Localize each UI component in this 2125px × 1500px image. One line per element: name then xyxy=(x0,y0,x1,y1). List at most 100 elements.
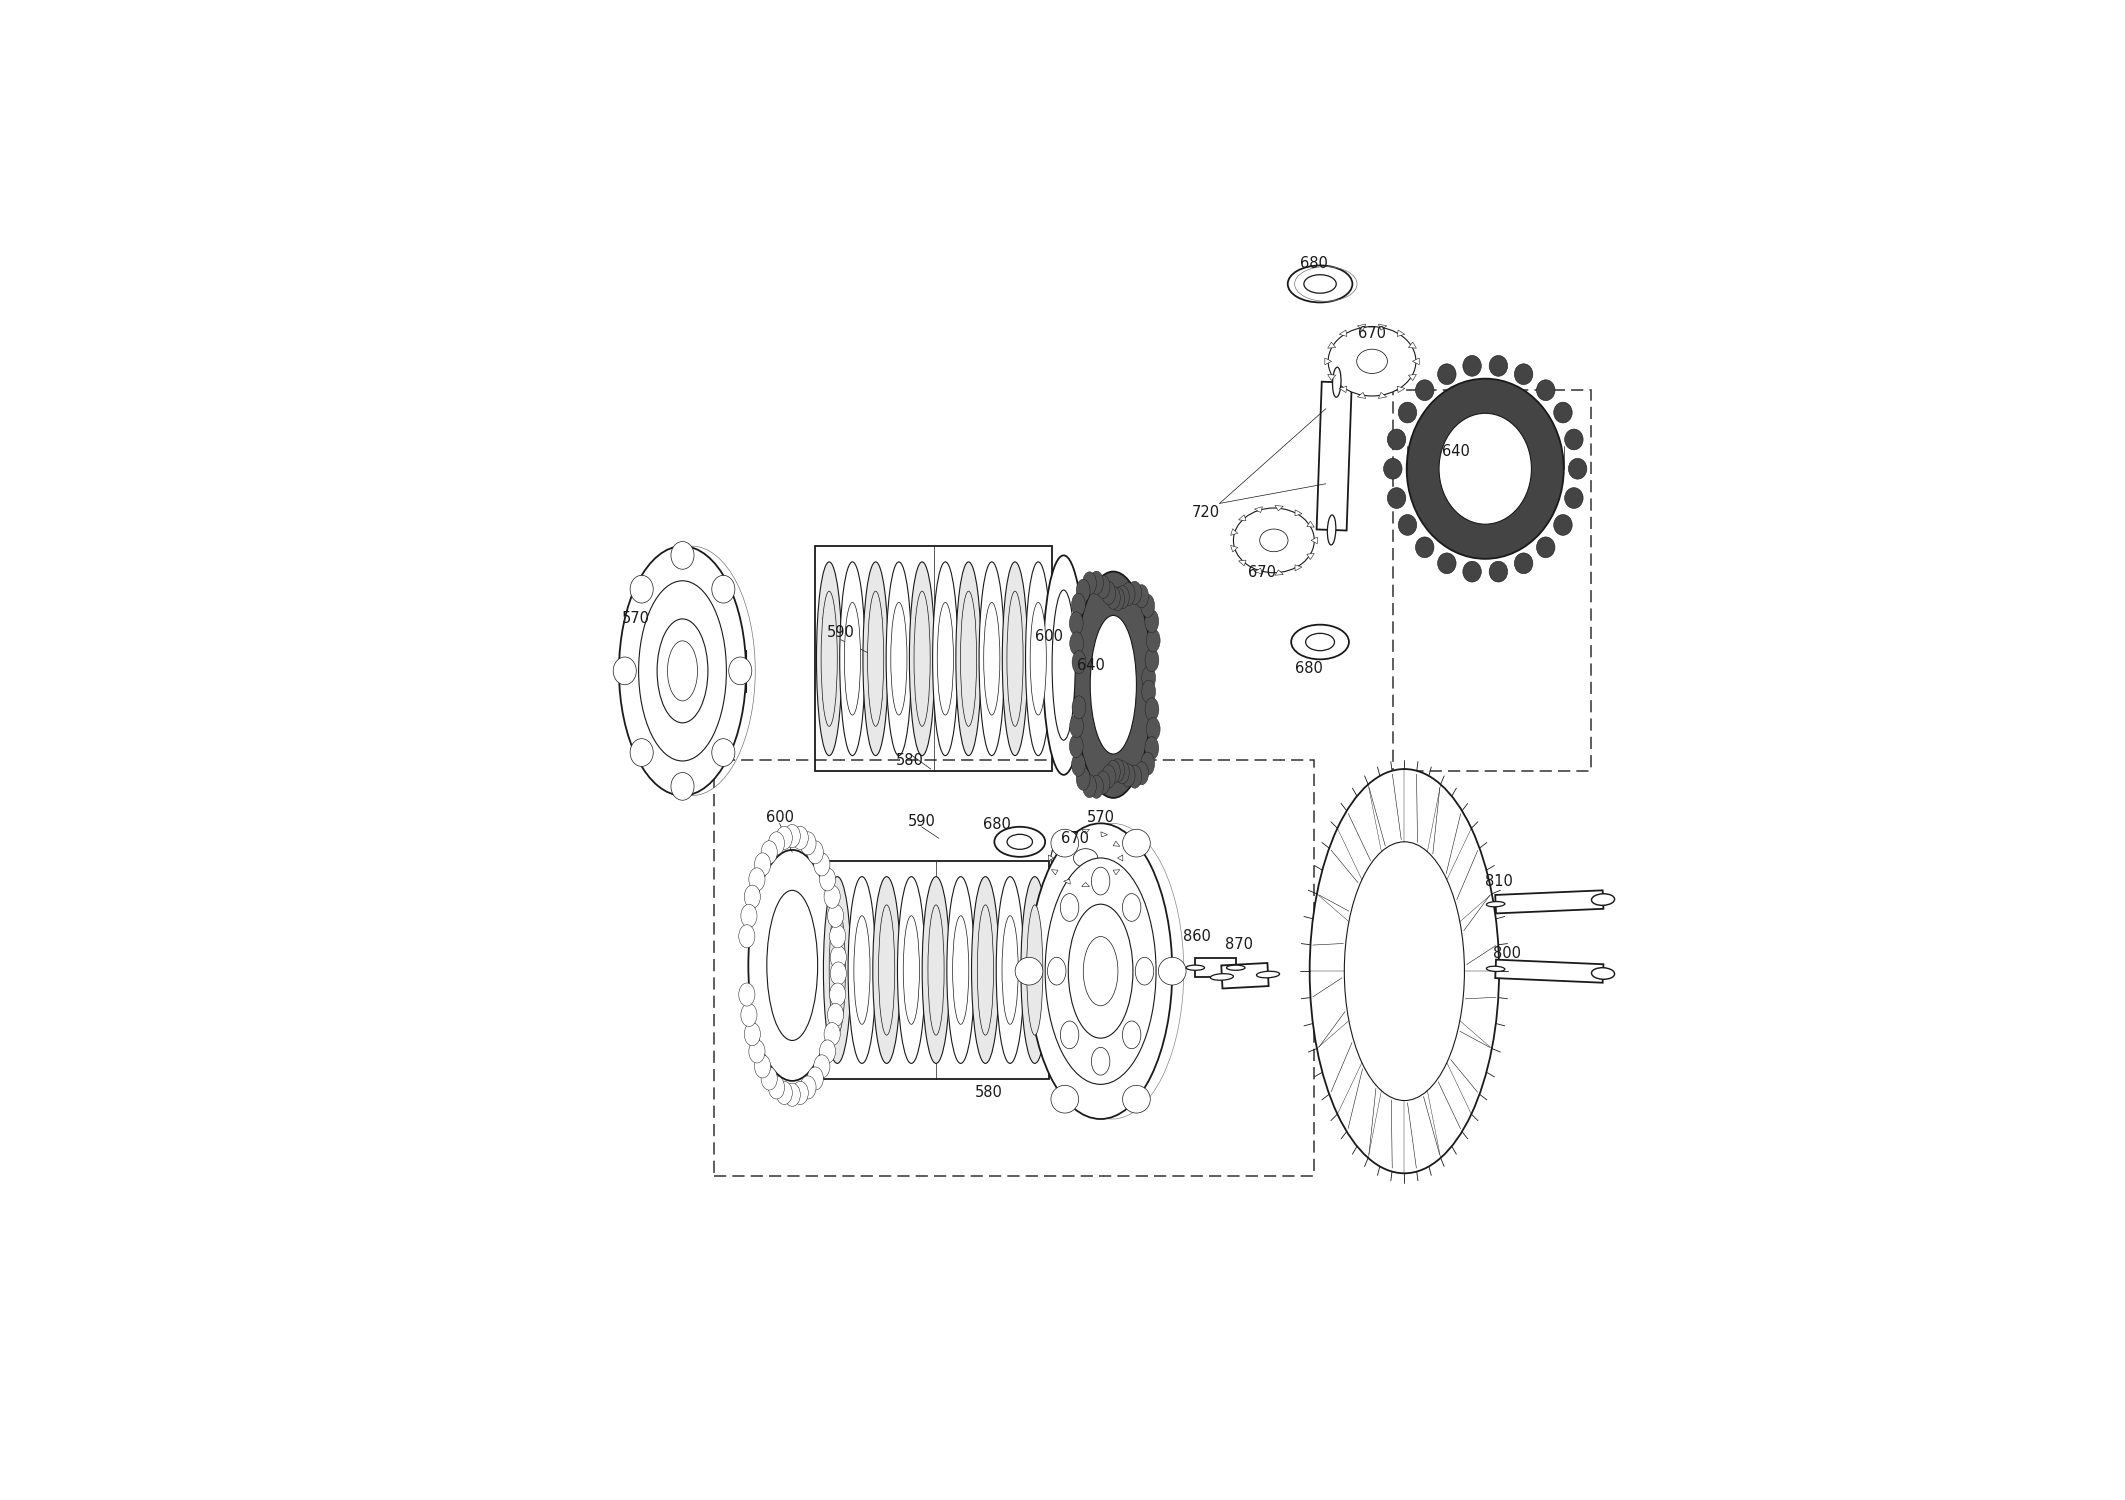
Ellipse shape xyxy=(672,542,695,568)
Ellipse shape xyxy=(1288,266,1352,303)
Ellipse shape xyxy=(1116,760,1128,784)
Ellipse shape xyxy=(1592,894,1615,906)
Ellipse shape xyxy=(1135,957,1154,986)
Polygon shape xyxy=(1409,342,1417,348)
Bar xyxy=(1392,390,1592,771)
Polygon shape xyxy=(1275,506,1284,512)
Ellipse shape xyxy=(1101,582,1116,604)
Ellipse shape xyxy=(824,885,839,908)
Ellipse shape xyxy=(1122,582,1135,606)
Ellipse shape xyxy=(1096,576,1109,598)
Text: 600: 600 xyxy=(765,810,793,825)
Ellipse shape xyxy=(1232,509,1313,573)
Ellipse shape xyxy=(1485,902,1504,908)
Ellipse shape xyxy=(1141,680,1156,703)
Ellipse shape xyxy=(1020,876,1048,1064)
Polygon shape xyxy=(1196,958,1237,976)
Text: 670: 670 xyxy=(1247,566,1277,580)
Ellipse shape xyxy=(1292,624,1349,660)
Ellipse shape xyxy=(1345,842,1464,1101)
Ellipse shape xyxy=(1564,429,1583,450)
Ellipse shape xyxy=(1135,585,1148,608)
Ellipse shape xyxy=(1135,762,1148,784)
Ellipse shape xyxy=(1071,753,1086,777)
Polygon shape xyxy=(1358,324,1366,330)
Ellipse shape xyxy=(1092,867,1109,895)
Polygon shape xyxy=(1065,879,1071,884)
Ellipse shape xyxy=(1515,554,1532,573)
Ellipse shape xyxy=(1111,759,1124,782)
Ellipse shape xyxy=(748,1040,765,1064)
Ellipse shape xyxy=(1075,579,1090,603)
Ellipse shape xyxy=(1084,936,1118,1006)
Ellipse shape xyxy=(744,1023,761,1046)
Ellipse shape xyxy=(784,825,801,848)
Polygon shape xyxy=(1230,530,1237,536)
Text: 640: 640 xyxy=(1443,444,1470,459)
Ellipse shape xyxy=(1490,561,1507,582)
Polygon shape xyxy=(1239,514,1245,520)
Ellipse shape xyxy=(873,876,901,1064)
Text: 680: 680 xyxy=(982,818,1011,833)
Ellipse shape xyxy=(799,1076,816,1100)
Ellipse shape xyxy=(1052,590,1075,740)
Polygon shape xyxy=(1052,870,1058,874)
Ellipse shape xyxy=(820,591,837,726)
Ellipse shape xyxy=(1226,964,1245,970)
Ellipse shape xyxy=(1052,830,1080,856)
Polygon shape xyxy=(1294,566,1303,572)
Bar xyxy=(822,861,1048,1078)
Ellipse shape xyxy=(897,876,924,1064)
Ellipse shape xyxy=(822,876,852,1064)
Ellipse shape xyxy=(1107,586,1120,609)
Ellipse shape xyxy=(1332,368,1341,398)
Ellipse shape xyxy=(1186,964,1205,970)
Ellipse shape xyxy=(1052,1086,1080,1113)
Ellipse shape xyxy=(769,1076,784,1100)
Polygon shape xyxy=(1230,546,1237,552)
Ellipse shape xyxy=(1060,1022,1080,1048)
Ellipse shape xyxy=(631,576,652,603)
Polygon shape xyxy=(1048,855,1054,861)
Polygon shape xyxy=(1294,510,1303,516)
Ellipse shape xyxy=(1145,717,1160,741)
Ellipse shape xyxy=(1398,514,1417,535)
Ellipse shape xyxy=(799,833,816,855)
Ellipse shape xyxy=(1082,774,1096,798)
Ellipse shape xyxy=(1075,766,1090,790)
Ellipse shape xyxy=(1515,364,1532,384)
Ellipse shape xyxy=(980,562,1005,756)
Ellipse shape xyxy=(1090,776,1103,798)
Polygon shape xyxy=(1379,324,1388,330)
Ellipse shape xyxy=(814,853,831,876)
Ellipse shape xyxy=(761,1066,778,1090)
Ellipse shape xyxy=(960,591,978,726)
Text: 580: 580 xyxy=(897,753,924,768)
Ellipse shape xyxy=(729,657,752,684)
Ellipse shape xyxy=(929,904,944,1035)
Ellipse shape xyxy=(776,827,793,849)
Ellipse shape xyxy=(1462,561,1481,582)
Ellipse shape xyxy=(1073,572,1152,798)
Text: 810: 810 xyxy=(1485,873,1513,888)
Polygon shape xyxy=(1328,375,1337,381)
Polygon shape xyxy=(1307,520,1313,526)
Ellipse shape xyxy=(914,591,931,726)
Ellipse shape xyxy=(890,603,907,715)
Ellipse shape xyxy=(1536,380,1556,400)
Ellipse shape xyxy=(829,904,846,1035)
Polygon shape xyxy=(1496,891,1604,914)
Ellipse shape xyxy=(1111,588,1124,610)
Ellipse shape xyxy=(1594,970,1613,976)
Ellipse shape xyxy=(1003,562,1028,756)
Ellipse shape xyxy=(854,915,869,1024)
Polygon shape xyxy=(1379,393,1388,399)
Ellipse shape xyxy=(1398,402,1417,423)
Ellipse shape xyxy=(978,904,994,1035)
Ellipse shape xyxy=(1122,764,1135,788)
Ellipse shape xyxy=(1592,968,1615,980)
Polygon shape xyxy=(1318,381,1352,531)
Ellipse shape xyxy=(1145,698,1158,721)
Ellipse shape xyxy=(1256,970,1279,978)
Ellipse shape xyxy=(1415,380,1434,400)
